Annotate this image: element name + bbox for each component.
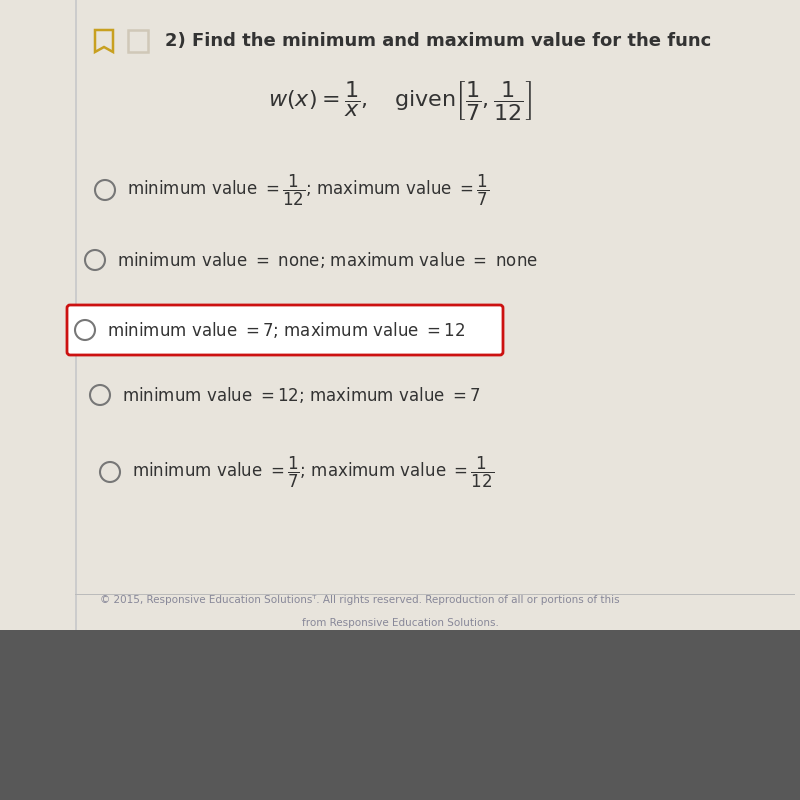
FancyBboxPatch shape [67,305,503,355]
Text: minimum value $= \dfrac{1}{7}$; maximum value $= \dfrac{1}{12}$: minimum value $= \dfrac{1}{7}$; maximum … [132,454,494,490]
Text: minimum value $= 7$; maximum value $= 12$: minimum value $= 7$; maximum value $= 12… [107,320,466,340]
Bar [75,594,795,595]
Text: $w(x) = \dfrac{1}{x},\quad \mathrm{given}\left[\dfrac{1}{7},\dfrac{1}{12}\right]: $w(x) = \dfrac{1}{x},\quad \mathrm{given… [268,78,532,122]
Text: minimum value $=$ none; maximum value $=$ none: minimum value $=$ none; maximum value $=… [117,250,538,270]
Bar [0,0,800,630]
Text: minimum value $= \dfrac{1}{12}$; maximum value $= \dfrac{1}{7}$: minimum value $= \dfrac{1}{12}$; maximum… [127,172,489,208]
Text: © 2015, Responsive Education Solutionsᵀ. All rights reserved. Reproduction of al: © 2015, Responsive Education Solutionsᵀ.… [100,595,620,605]
Bar [75,0,77,630]
Text: from Responsive Education Solutions.: from Responsive Education Solutions. [302,618,498,628]
Text: minimum value $= 12$; maximum value $= 7$: minimum value $= 12$; maximum value $= 7… [122,385,481,405]
Text: 2) Find the minimum and maximum value for the func: 2) Find the minimum and maximum value fo… [165,32,711,50]
